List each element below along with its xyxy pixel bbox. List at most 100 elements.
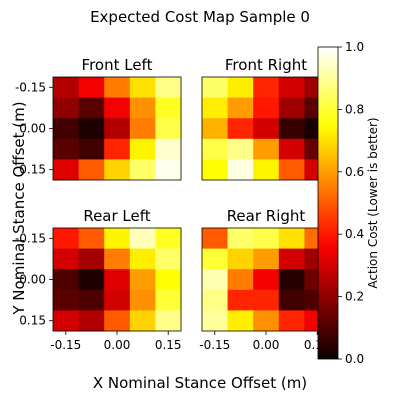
heatmap-cell [155, 118, 182, 140]
heatmap-cell [202, 97, 228, 119]
heatmap-cell [253, 138, 280, 160]
heatmap-cell [78, 289, 105, 311]
heatmap-cell [129, 159, 156, 181]
heatmap-cell [253, 248, 280, 270]
heatmap-cell [104, 138, 131, 160]
heatmap-cell [202, 269, 228, 291]
heatmap-cell [53, 77, 79, 98]
heatmap-cell [53, 310, 79, 332]
heatmap-cell [129, 138, 156, 160]
heatmap-cell [155, 310, 182, 332]
panel-front-left: Front Left -0.15 0.00 0.15 [15, 56, 182, 181]
heatmap-cell [104, 77, 131, 98]
heatmap-cell [227, 248, 254, 270]
heatmap-cell [129, 289, 156, 311]
heatmap-cell [253, 289, 280, 311]
y-tick-label: 0.15 [19, 314, 46, 328]
heatmap-cell [104, 228, 131, 249]
heatmap-cell [202, 159, 228, 181]
heatmap-cell [53, 159, 79, 181]
heatmap-cell [104, 289, 131, 311]
colorbar-label: Action Cost (Lower is better) [366, 117, 380, 288]
heatmap-cell [278, 228, 305, 249]
heatmap-cell [278, 269, 305, 291]
heatmap-cell [53, 248, 79, 270]
heatmap-cell [202, 138, 228, 160]
heatmap-cell [78, 97, 105, 119]
heatmap-cell [155, 77, 182, 98]
heatmap-cell [278, 310, 305, 332]
heatmap-cell [202, 77, 228, 98]
heatmap-cell [278, 118, 305, 140]
heatmap-cell [78, 118, 105, 140]
colorbar: Action Cost (Lower is better) 0.0 0.2 0.4 0… [317, 40, 380, 366]
panel-front-right: Front Right [201, 56, 331, 181]
heatmap-cell [278, 138, 305, 160]
heatmap-cell [278, 77, 305, 98]
x-axis-label: X Nominal Stance Offset (m) [93, 374, 307, 392]
panel-rear-left: Rear Left -0.15 0.00 0.15 -0.15 0.00 0.15 [15, 207, 182, 352]
heatmap-cell [155, 97, 182, 119]
heatmap-cell [278, 159, 305, 181]
heatmap-cell [155, 138, 182, 160]
heatmap-cell [253, 77, 280, 98]
panel-title: Front Right [225, 56, 307, 74]
colorbar-gradient [317, 46, 339, 360]
panel-title: Rear Right [227, 207, 306, 225]
heatmap-cell [253, 310, 280, 332]
colorbar-tick-label: 0.6 [345, 165, 364, 179]
heatmap-cell [53, 289, 79, 311]
heatmap-cell [78, 310, 105, 332]
heatmap-cell [227, 138, 254, 160]
heatmap-cell [53, 138, 79, 160]
colorbar-tick-label: 0.2 [345, 290, 364, 304]
heatmap-cell [155, 248, 182, 270]
y-axis-label: Y Nominal Stance Offset (m) [10, 101, 28, 315]
panel-title: Front Left [82, 56, 153, 74]
panel-title: Rear Left [83, 207, 150, 225]
heatmap-cell [253, 118, 280, 140]
heatmap-cell [53, 118, 79, 140]
heatmap-cell [104, 97, 131, 119]
heatmap-cell [155, 289, 182, 311]
x-tick-label: -0.15 [50, 338, 81, 352]
y-tick-label: 0.15 [19, 163, 46, 177]
heatmap-cell [227, 159, 254, 181]
heatmap-cell [78, 159, 105, 181]
heatmap-cell [253, 159, 280, 181]
x-tick-label: 0.00 [253, 338, 280, 352]
x-tick-label: 0.00 [104, 338, 131, 352]
heatmap-cell [104, 310, 131, 332]
heatmap-cell [78, 269, 105, 291]
heatmap-cell [129, 248, 156, 270]
heatmap-cell [227, 97, 254, 119]
heatmap-cell [104, 118, 131, 140]
heatmap-cell [78, 77, 105, 98]
colorbar-tick-label: 1.0 [345, 40, 364, 54]
heatmap-cell [202, 310, 228, 332]
heatmap-cell [78, 138, 105, 160]
heatmap-cell [202, 289, 228, 311]
heatmap-cell [227, 289, 254, 311]
y-tick-label: -0.15 [15, 80, 46, 94]
heatmap-cell [78, 248, 105, 270]
colorbar-tick-label: 0.0 [345, 352, 364, 366]
heatmap-cell [278, 248, 305, 270]
panel-rear-right: Rear Right-0.15 0.00 0.15 [199, 207, 330, 352]
heatmap-cell [129, 118, 156, 140]
x-tick-label: -0.15 [199, 338, 230, 352]
figure-title: Expected Cost Map Sample 0 [90, 8, 310, 26]
colorbar-tick-label: 0.4 [345, 227, 364, 241]
heatmap-cell [53, 269, 79, 291]
heatmap-cell [202, 118, 228, 140]
heatmap-cell [155, 159, 182, 181]
heatmap-cell [129, 228, 156, 249]
x-tick-label: 0.15 [155, 338, 182, 352]
y-tick-label: -0.15 [15, 231, 46, 245]
heatmap-cell [227, 228, 254, 249]
heatmap-cell [278, 289, 305, 311]
heatmap-cell [155, 269, 182, 291]
y-tick-label: 0.00 [19, 273, 46, 287]
heatmap-cell [129, 97, 156, 119]
